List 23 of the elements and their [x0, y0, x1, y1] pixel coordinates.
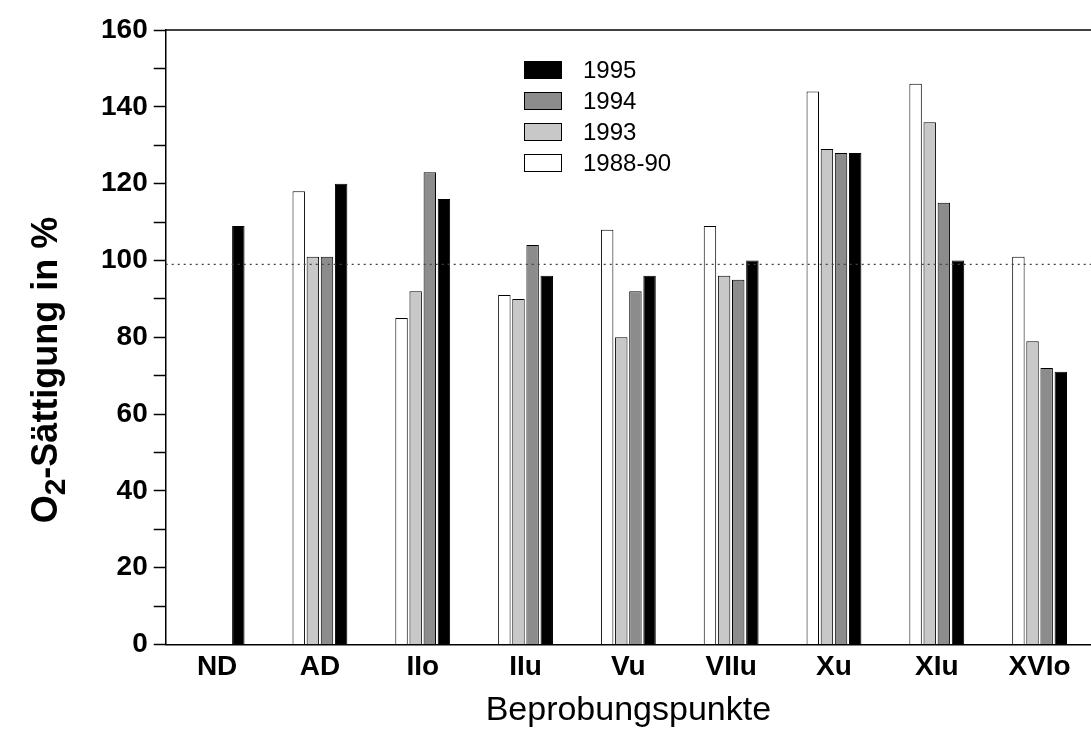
y-tick-label: 120: [101, 166, 148, 198]
x-tick-label: VIIu: [705, 650, 757, 682]
y-tick-label: 0: [132, 627, 148, 659]
x-tick-label: XVIo: [1008, 650, 1071, 682]
x-tick-label: IIo: [406, 650, 440, 682]
y-tick-label: 100: [101, 243, 148, 275]
x-tick-label: Xu: [816, 650, 852, 682]
y-tick-label: 160: [101, 12, 148, 44]
y-tick-label: 60: [116, 396, 148, 428]
x-tick-label: ND: [196, 650, 238, 682]
x-tick-label: IIu: [509, 650, 542, 682]
x-tick-label: Vu: [610, 650, 646, 682]
y-tick-label: 20: [116, 550, 148, 582]
x-tick-label: XIu: [915, 650, 959, 682]
y-tick-label: 40: [116, 473, 148, 505]
legend-label: 1993: [583, 117, 637, 146]
y-tick-label: 80: [116, 320, 148, 352]
x-tick-label: AD: [299, 650, 341, 682]
legend-label: 1995: [583, 55, 637, 84]
y-tick-label: 140: [101, 89, 148, 121]
legend-label: 1994: [583, 86, 637, 115]
x-axis-title: Beprobungspunkte: [485, 688, 772, 727]
text: 1988-90: [583, 148, 672, 177]
